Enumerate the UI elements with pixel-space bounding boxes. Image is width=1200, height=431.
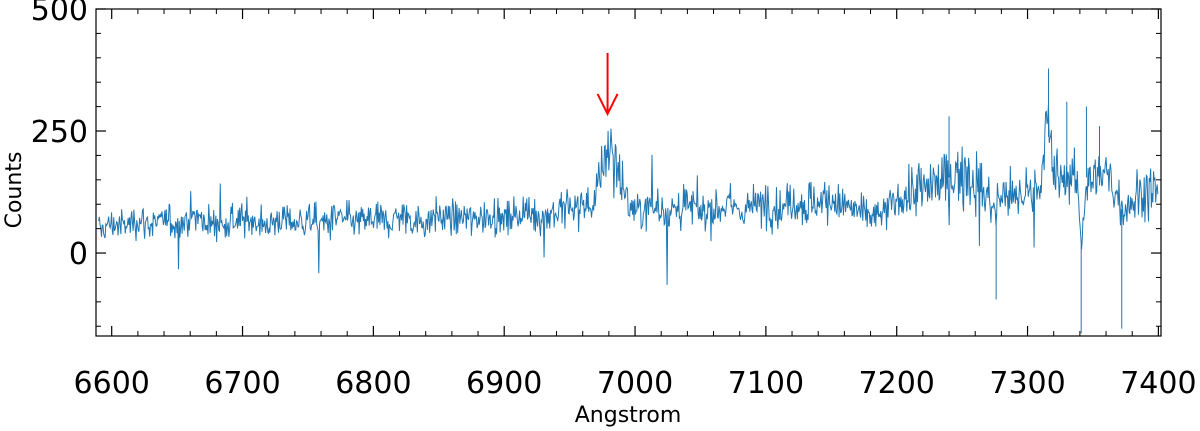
plot-area <box>98 68 1159 334</box>
x-tick-label: 7300 <box>989 366 1065 401</box>
y-tick-label: 500 <box>31 0 88 28</box>
x-tick-label: 7000 <box>597 366 673 401</box>
x-tick-label: 6800 <box>335 366 411 401</box>
x-tick-label: 6700 <box>204 366 280 401</box>
x-tick-label: 7200 <box>859 366 935 401</box>
y-tick-label: 250 <box>31 115 88 150</box>
x-axis-label: Angstrom <box>575 403 682 428</box>
y-axis-label: Counts <box>2 152 27 229</box>
x-tick-label: 6900 <box>466 366 542 401</box>
x-tick-label: 7100 <box>728 366 804 401</box>
spectrum-series-line <box>98 68 1159 334</box>
plot-frame <box>95 8 1162 337</box>
x-tick-label: 7400 <box>1120 366 1196 401</box>
peak-arrow-head <box>596 93 619 117</box>
x-tick-label: 6600 <box>74 366 150 401</box>
axis-ticks: 6600 6700 6800 6900 7000 7100 7200 7300 7400 0 250… <box>31 0 1197 401</box>
y-tick-label: 0 <box>69 237 88 272</box>
